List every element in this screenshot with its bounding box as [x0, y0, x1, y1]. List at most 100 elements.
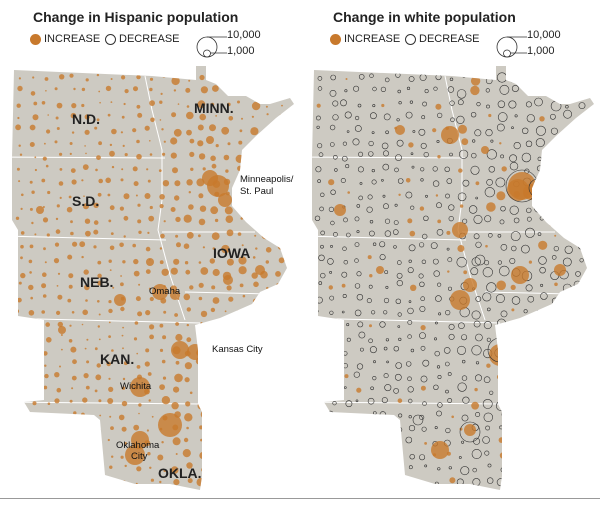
increase-dot: [441, 126, 459, 144]
decrease-dot: [393, 463, 398, 468]
decrease-dot: [424, 464, 428, 468]
decrease-dot: [476, 101, 481, 107]
decrease-dot: [445, 193, 450, 199]
decrease-dot: [317, 399, 321, 404]
increase-dot: [68, 339, 73, 343]
increase-dot: [562, 388, 567, 394]
increase-dot: [96, 73, 100, 77]
decrease-dot: [346, 323, 350, 327]
decrease-dot: [456, 115, 465, 124]
increase-dot: [273, 205, 281, 213]
increase-dot: [93, 245, 97, 249]
increase-dot: [31, 190, 35, 194]
decrease-dot: [422, 233, 428, 240]
increase-dot: [86, 338, 89, 341]
decrease-dot: [565, 439, 573, 447]
increase-dot: [109, 269, 112, 271]
increase-dot: [17, 85, 23, 92]
decrease-dot: [433, 384, 439, 390]
increase-dot: [234, 463, 243, 472]
legend-increase: INCREASE: [30, 33, 100, 45]
increase-dot: [159, 119, 162, 121]
increase-dot: [18, 281, 22, 285]
increase-dot: [186, 307, 191, 312]
increase-dot: [46, 337, 52, 343]
increase-dot: [138, 230, 142, 234]
increase-dot: [93, 202, 99, 208]
decrease-dot: [551, 428, 555, 432]
decrease-dot: [522, 334, 528, 340]
increase-dot: [185, 269, 191, 275]
decrease-dot: [320, 192, 325, 198]
decrease-dot: [539, 362, 547, 370]
decrease-dot: [418, 128, 426, 136]
increase-dot: [137, 112, 143, 118]
decrease-dot: [394, 203, 398, 207]
increase-dot: [29, 271, 32, 274]
increase-dot: [252, 139, 257, 144]
increase-dot: [72, 241, 78, 247]
decrease-dot: [444, 361, 450, 367]
increase-dot: [224, 399, 232, 407]
increase-dot: [189, 285, 194, 290]
increase-dot: [182, 449, 191, 458]
decrease-dot: [536, 465, 541, 470]
decrease-dot: [524, 227, 535, 238]
increase-dot: [98, 178, 103, 184]
decrease-dot: [483, 376, 491, 384]
increase-dot: [554, 282, 558, 287]
decrease-dot: [510, 464, 516, 470]
increase-dot: [209, 124, 216, 132]
increase-dot: [71, 311, 75, 314]
increase-dot: [235, 412, 243, 421]
decrease-dot: [384, 230, 392, 237]
state-label-minn: MINN.: [194, 100, 234, 116]
decrease-dot: [329, 347, 335, 353]
decrease-dot: [346, 449, 352, 455]
increase-dot: [341, 283, 346, 288]
decrease-dot: [548, 396, 558, 405]
decrease-dot: [486, 337, 491, 342]
decrease-dot: [316, 463, 319, 467]
decrease-dot: [384, 438, 389, 442]
increase-dot: [263, 154, 266, 157]
increase-dot: [170, 207, 176, 212]
increase-dot: [265, 163, 272, 171]
decrease-dot: [353, 85, 360, 92]
decrease-dot: [344, 437, 349, 441]
decrease-dot: [341, 310, 345, 314]
decrease-dot: [482, 267, 493, 278]
increase-dot: [41, 283, 47, 289]
increase-dot: [146, 168, 149, 171]
increase-dot: [45, 164, 49, 168]
decrease-dot: [422, 359, 430, 367]
increase-dot: [54, 372, 60, 378]
increase-dot: [45, 322, 50, 327]
increase-dot: [111, 349, 114, 352]
decrease-dot: [433, 270, 440, 277]
decrease-dot: [410, 348, 415, 353]
legend-increase: INCREASE: [330, 33, 400, 45]
decrease-dot: [354, 242, 360, 247]
state-label-kan: KAN.: [100, 351, 134, 367]
increase-dot: [124, 89, 129, 94]
increase-dot: [159, 323, 164, 328]
increase-dot: [261, 474, 269, 483]
increase-dot: [34, 156, 37, 159]
decrease-dot: [385, 338, 390, 342]
increase-dot: [265, 362, 275, 372]
increase-dot: [496, 191, 506, 201]
white-map: [312, 66, 594, 490]
increase-dot: [137, 311, 143, 317]
increase-dot: [84, 145, 86, 147]
increase-dot: [98, 399, 102, 403]
increase-dot: [397, 398, 403, 404]
increase-dot: [94, 126, 98, 130]
increase-dot: [281, 104, 283, 107]
increase-dot: [56, 415, 59, 418]
decrease-dot: [580, 115, 585, 119]
decrease-dot: [383, 297, 390, 304]
decrease-dot: [525, 72, 532, 79]
increase-dot: [56, 102, 63, 109]
increase-dot: [109, 143, 113, 147]
